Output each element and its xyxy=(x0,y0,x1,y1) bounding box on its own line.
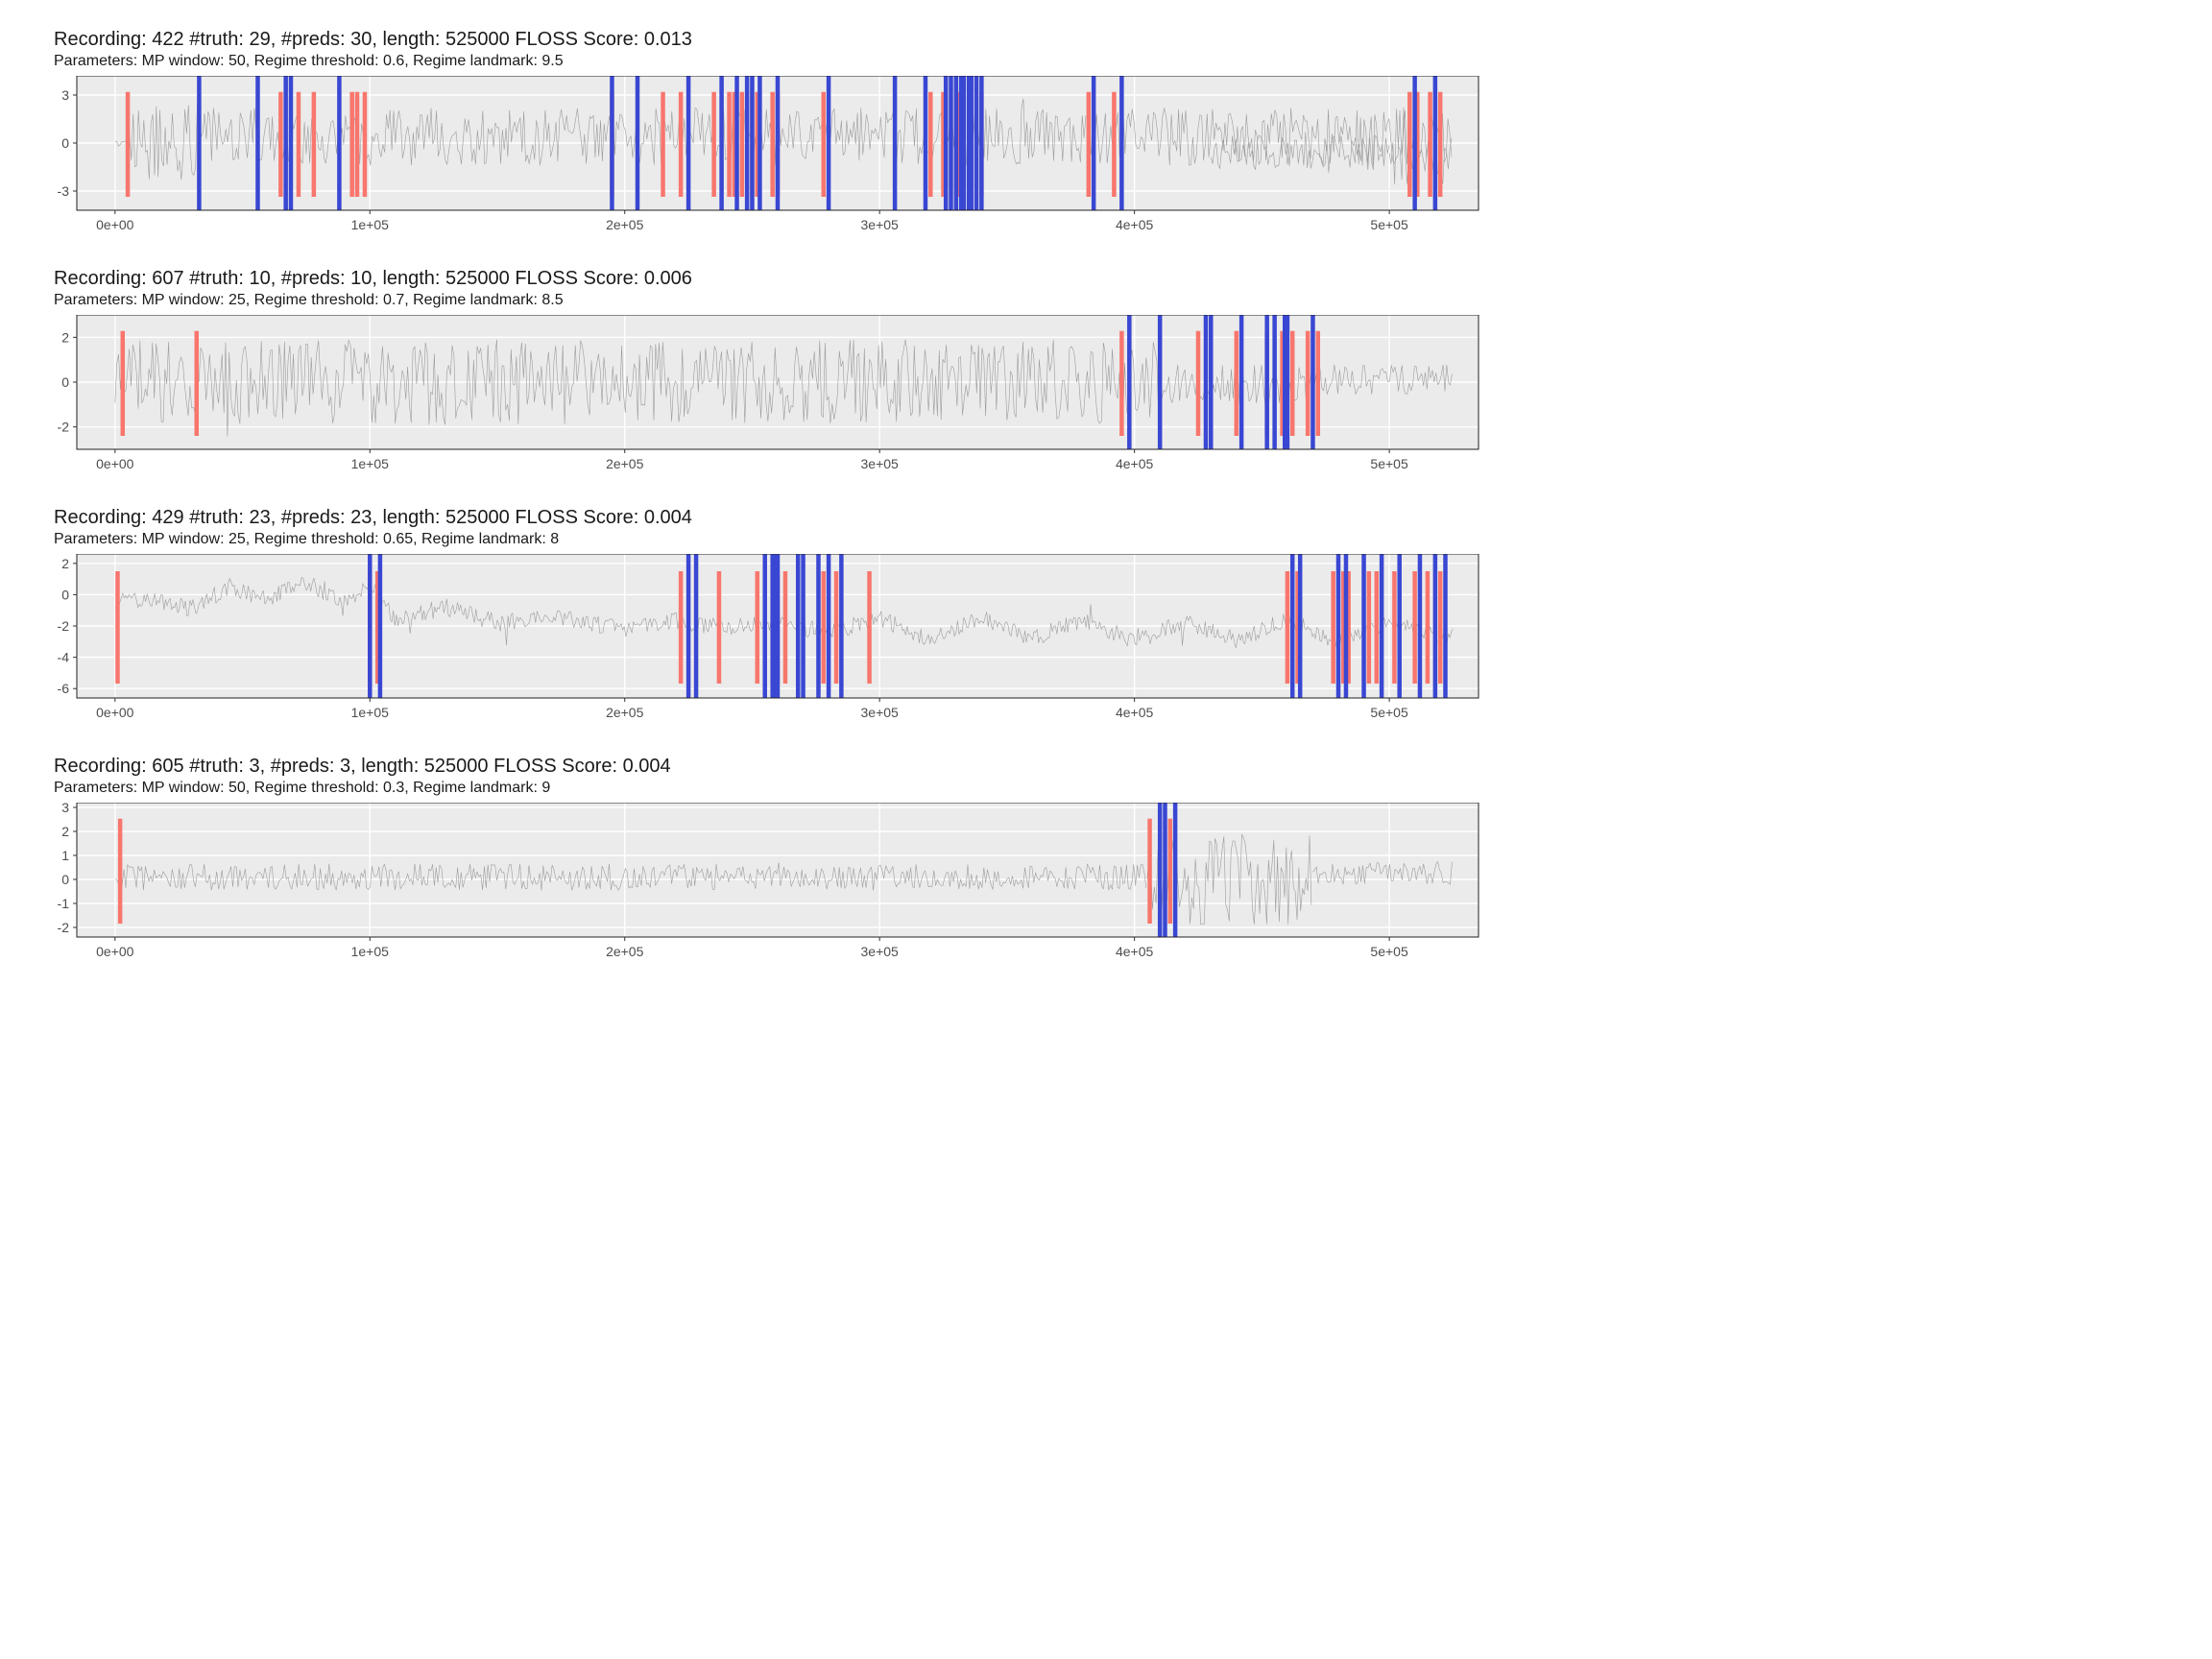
x-tick-label: 0e+00 xyxy=(96,705,134,720)
x-tick-label: 5e+05 xyxy=(1370,456,1408,471)
panel-subtitle: Parameters: MP window: 50, Regime thresh… xyxy=(54,780,2193,797)
x-tick-label: 3e+05 xyxy=(861,705,900,720)
y-tick-label: 1 xyxy=(61,848,69,863)
y-tick-label: 2 xyxy=(61,329,69,345)
y-tick-label: -6 xyxy=(58,681,70,696)
y-tick-label: 3 xyxy=(61,87,69,103)
y-tick-label: 3 xyxy=(61,803,69,815)
chart-svg: -3 0 3 0e+00 1e+05 2e+05 3e+05 4e+05 5e+05 xyxy=(19,76,1498,241)
x-tick-label: 5e+05 xyxy=(1370,705,1408,720)
y-tick-label: 2 xyxy=(61,556,69,571)
y-tick-label: 0 xyxy=(61,135,69,151)
x-tick-label: 4e+05 xyxy=(1116,944,1154,959)
x-tick-label: 1e+05 xyxy=(351,944,390,959)
panel-title: Recording: 422 #truth: 29, #preds: 30, l… xyxy=(54,29,2193,51)
x-tick-label: 2e+05 xyxy=(606,456,644,471)
y-tick-label: -1 xyxy=(58,896,70,911)
x-tick-label: 2e+05 xyxy=(606,705,644,720)
x-tick-label: 5e+05 xyxy=(1370,217,1408,232)
x-tick-label: 1e+05 xyxy=(351,456,390,471)
y-tick-label: -2 xyxy=(58,618,70,634)
x-tick-label: 4e+05 xyxy=(1116,217,1154,232)
y-tick-label: -2 xyxy=(58,420,70,435)
x-tick-label: 3e+05 xyxy=(861,944,900,959)
panel-title: Recording: 605 #truth: 3, #preds: 3, len… xyxy=(54,756,2193,778)
chart-svg: -2 0 2 0e+00 1e+05 2e+05 3e+05 4e+05 5e+05 xyxy=(19,315,1498,480)
chart-panel: Recording: 607 #truth: 10, #preds: 10, l… xyxy=(19,268,2193,480)
x-tick-label: 2e+05 xyxy=(606,944,644,959)
figure-container: Recording: 422 #truth: 29, #preds: 30, l… xyxy=(19,29,2193,968)
panel-subtitle: Parameters: MP window: 25, Regime thresh… xyxy=(54,531,2193,548)
x-tick-label: 4e+05 xyxy=(1116,705,1154,720)
panel-subtitle: Parameters: MP window: 50, Regime thresh… xyxy=(54,53,2193,70)
y-tick-label: 2 xyxy=(61,824,69,839)
y-tick-label: -2 xyxy=(58,920,70,935)
y-tick-label: 0 xyxy=(61,587,69,602)
panel-subtitle: Parameters: MP window: 25, Regime thresh… xyxy=(54,292,2193,309)
x-tick-label: 0e+00 xyxy=(96,217,134,232)
x-tick-label: 3e+05 xyxy=(861,217,900,232)
panel-title: Recording: 607 #truth: 10, #preds: 10, l… xyxy=(54,268,2193,290)
x-tick-label: 0e+00 xyxy=(96,944,134,959)
x-tick-label: 0e+00 xyxy=(96,456,134,471)
panel-title: Recording: 429 #truth: 23, #preds: 23, l… xyxy=(54,507,2193,529)
chart-svg: -6 -4 -2 0 2 0e+00 1e+05 2e+05 3e+05 4e+05 5e+05 xyxy=(19,554,1498,729)
chart-panel: Recording: 422 #truth: 29, #preds: 30, l… xyxy=(19,29,2193,241)
x-tick-label: 1e+05 xyxy=(351,705,390,720)
y-tick-label: 0 xyxy=(61,374,69,390)
y-tick-label: -4 xyxy=(58,650,70,665)
chart-svg: -2 -1 0 1 2 3 0e+00 1e+05 2e+05 3e+05 4e+05 5e+05 xyxy=(19,803,1498,968)
x-tick-label: 1e+05 xyxy=(351,217,390,232)
x-tick-label: 3e+05 xyxy=(861,456,900,471)
chart-panel: Recording: 429 #truth: 23, #preds: 23, l… xyxy=(19,507,2193,729)
x-tick-label: 5e+05 xyxy=(1370,944,1408,959)
y-tick-label: 0 xyxy=(61,872,69,887)
y-tick-label: -3 xyxy=(58,183,70,199)
x-tick-label: 4e+05 xyxy=(1116,456,1154,471)
x-tick-label: 2e+05 xyxy=(606,217,644,232)
chart-panel: Recording: 605 #truth: 3, #preds: 3, len… xyxy=(19,756,2193,968)
